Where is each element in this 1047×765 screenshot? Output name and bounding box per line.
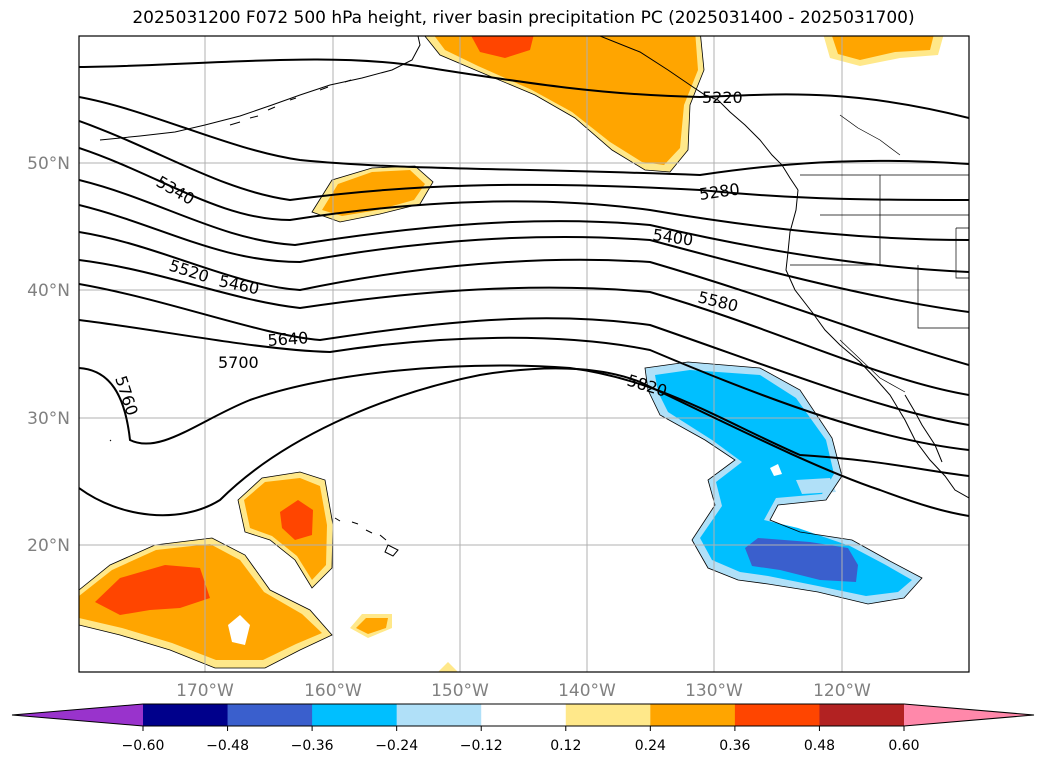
lon-label: 170°W (176, 681, 234, 701)
coastlines (99, 36, 969, 557)
lon-label: 130°W (685, 681, 743, 701)
lon-label: 120°W (813, 681, 871, 701)
contour-5520 (79, 204, 969, 313)
contour-label-5640: 5640 (267, 328, 309, 350)
lat-label: 50°N (27, 154, 70, 174)
colorbar-extend-high (904, 704, 1034, 726)
contour-label-5700: 5700 (218, 353, 259, 372)
lon-label: 160°W (304, 681, 362, 701)
lat-label: 40°N (27, 281, 70, 301)
colorbar-tick-label: −0.36 (291, 738, 334, 754)
contour-label-5220: 5220 (702, 88, 743, 107)
latitude-labels: 50°N 40°N 30°N 20°N (27, 154, 70, 556)
colorbar-tick-label: 0.36 (719, 738, 750, 754)
colorbar-box (143, 704, 229, 726)
longitude-labels: 170°W 160°W 150°W 140°W 130°W 120°W (176, 681, 871, 701)
contour-5460 (79, 179, 969, 273)
colorbar-tick-label: 0.60 (888, 738, 919, 754)
colorbar-tick-label: 0.48 (804, 738, 835, 754)
page-title: 2025031200 F072 500 hPa height, river ba… (132, 8, 915, 28)
contour-5760-a (79, 319, 969, 451)
colorbar-tick-label: −0.24 (375, 738, 418, 754)
lat-label: 30°N (27, 409, 70, 429)
colorbar-tick-label: 0.24 (635, 738, 666, 754)
positive-region-gulf-alaska (424, 36, 704, 172)
contour-5340 (79, 120, 969, 202)
colorbar-box (650, 704, 736, 726)
gridlines (79, 36, 969, 672)
colorbar-tick-label: 0.12 (550, 738, 581, 754)
map-border (78, 35, 970, 673)
colorbar-box (396, 704, 482, 726)
colorbar-tick-label: −0.60 (122, 738, 165, 754)
contour-5220 (79, 58, 969, 119)
colorbar-box (734, 704, 820, 726)
lon-label: 140°W (558, 681, 616, 701)
lon-label: 150°W (431, 681, 489, 701)
colorbar-box (819, 704, 905, 726)
contour-label-group: 5220 5280 5340 5400 5460 5520 5580 5640 … (111, 88, 743, 418)
colorbar-extend-low (12, 704, 143, 726)
colorbar-box (312, 704, 398, 726)
contour-5400 (79, 147, 969, 241)
contour-5760-b (79, 364, 969, 477)
colorbar-box (227, 704, 313, 726)
colorbar-tick-label: −0.48 (206, 738, 249, 754)
contour-5640 (79, 259, 969, 396)
colorbar-box (565, 704, 651, 726)
lat-label: 20°N (27, 536, 70, 556)
height-contours (79, 58, 969, 517)
colorbar: −0.60 −0.48 −0.36 −0.24 −0.12 0.12 0.24 0.36 0.4… (11, 703, 1035, 754)
colorbar-box (481, 704, 567, 726)
contour-5820 (79, 367, 969, 517)
region-outlines (79, 36, 923, 669)
colorbar-tick-label: −0.12 (460, 738, 503, 754)
contour-5580 (79, 231, 969, 366)
contour-5280 (79, 96, 969, 177)
positive-region-top-right (823, 36, 944, 66)
contour-5700 (79, 283, 969, 426)
